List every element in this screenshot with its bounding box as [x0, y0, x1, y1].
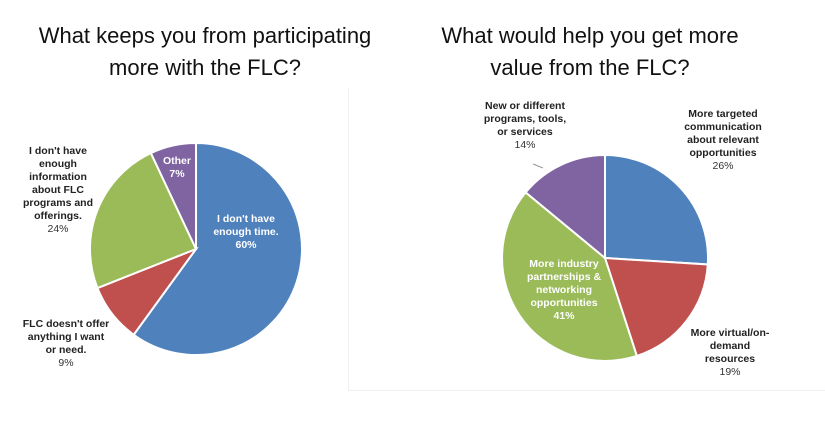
pie-1-slice-3 — [524, 153, 606, 261]
pie-1-leader-line-0 — [532, 163, 544, 169]
left-chart-title: What keeps you from participating more w… — [38, 23, 372, 80]
pie-0-slice-2 — [89, 151, 198, 290]
pie-1-slice-0 — [604, 153, 709, 266]
pie-1-slice-2 — [501, 190, 639, 362]
pie-0-slice-3-label: Other 7% — [163, 155, 191, 180]
pie-1-slice-1-label: More virtual/on-demand resources 19% — [691, 327, 770, 378]
pie-1-slice-0-label: More targeted communication about relevant… — [684, 108, 762, 172]
pie-1-slice-2-label: More industry partnerships & networking opp… — [527, 258, 602, 322]
pie-1-slice-3-label: New or different programs, tools, or servi… — [484, 100, 566, 151]
pie-0-slice-0-label: I don't have enough time. 60% — [213, 213, 278, 251]
right-pie-chart: More targeted communication about relevant… — [484, 100, 770, 378]
pie-0-slice-2-label: I don't have enough information about FLC pr… — [23, 145, 93, 235]
left-pie-chart: I don't have enough time. 60% FLC doesn't o… — [23, 141, 303, 369]
right-chart-panel: What would help you get more value from … — [405, 0, 825, 430]
pie-0-slice-3 — [149, 141, 197, 250]
pie-0-slice-1-label: FLC doesn't offer anything I want or need.… — [23, 318, 110, 369]
panel-divider — [348, 88, 349, 390]
panel-baseline — [348, 390, 825, 391]
pie-0-slice-0 — [132, 141, 303, 356]
left-chart-panel: What keeps you from participating more w… — [0, 0, 410, 430]
pie-1-slice-1 — [603, 256, 709, 358]
right-chart-title: What would help you get more value from … — [441, 23, 739, 80]
